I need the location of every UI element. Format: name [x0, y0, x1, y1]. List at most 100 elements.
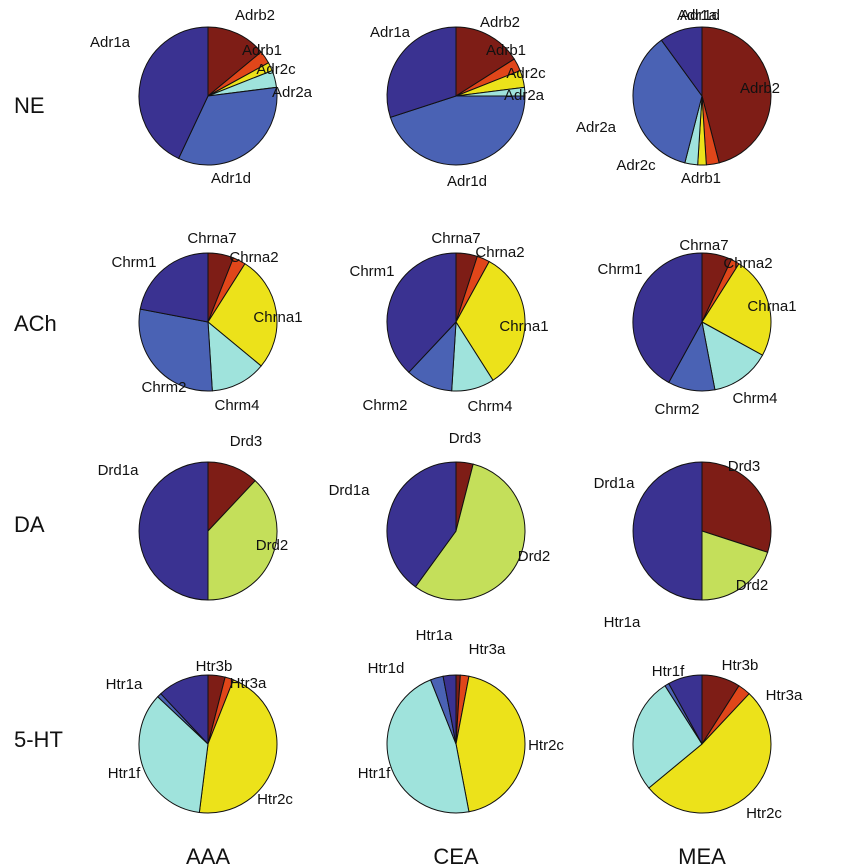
pie-slice-htr1f	[386, 679, 470, 814]
pie-slice-htr1a	[160, 674, 209, 746]
row-label-ach: ACh	[14, 311, 57, 336]
pie-ach-aaa: Chrna7 Chrna2 Chrna1 Chrm4 Chrm2 Chrm1	[111, 230, 302, 414]
slice-label-htr1f: Htr1f	[108, 765, 141, 782]
slice-label-chrm4: Chrm4	[214, 397, 259, 414]
slice-label-adrb2: Adrb2	[235, 7, 275, 24]
pie-slice-htr1a	[442, 674, 457, 745]
slice-label-adr1a: Adr1a	[90, 34, 131, 51]
pie-slice-chrm2	[138, 308, 213, 392]
pie-ne-aaa: Adrb2 Adrb1 Adr2c Adr2a Adr1d Adr1a	[90, 7, 313, 187]
slice-label-adr1d: Adr1d	[211, 170, 251, 187]
slice-label-htr1a: Htr1a	[604, 614, 641, 631]
pie-da-aaa: Drd3 Drd2 Drd1a	[98, 433, 289, 601]
pie-slice-htr1a	[668, 674, 703, 745]
pie-slice-adr1a	[386, 26, 457, 118]
pie-slice-adr1a	[660, 26, 703, 98]
pie-5-ht-cea: Htr1a Htr3a Htr2c Htr1f Htr1d	[358, 627, 564, 814]
pie-da-mea: Drd3 Drd2 Drd1a	[594, 458, 772, 601]
slice-label-chrna1: Chrna1	[747, 298, 796, 315]
slice-label-chrm2: Chrm2	[141, 379, 186, 396]
slice-label-adrb1: Adrb1	[681, 170, 721, 187]
slice-label-htr2c: Htr2c	[257, 791, 293, 808]
pie-ne-mea: Adr1a Adrb2 Adrb1 Adr2c Adr2a Adr1d	[576, 7, 780, 187]
slice-label-adrb1: Adrb1	[242, 42, 282, 59]
slice-label-chrm1: Chrm1	[597, 261, 642, 278]
slice-label-adrb2: Adrb2	[480, 14, 520, 31]
pie-slice-drd1a	[632, 461, 703, 601]
pie-slice-drd2	[207, 479, 278, 601]
pie-slice-chrm1	[386, 252, 457, 374]
pie-slice-htr1f	[138, 696, 209, 814]
pie-slice-htr1f	[632, 685, 703, 789]
slice-label-htr2c: Htr2c	[746, 805, 782, 822]
slice-label-chrna1: Chrna1	[253, 309, 302, 326]
pie-da-cea: Drd3 Drd2 Drd1a	[329, 430, 551, 601]
slice-label-htr3a: Htr3a	[469, 641, 506, 658]
slice-label-htr1f: Htr1f	[358, 765, 391, 782]
slice-label-drd3: Drd3	[728, 458, 761, 475]
pies: Adrb2Adrb1Adr2cAdr2aAdr1dAdr1aAdrb2Adrb1…	[90, 7, 803, 822]
slice-label-chrm4: Chrm4	[467, 398, 512, 415]
slice-label-chrna7: Chrna7	[431, 230, 480, 247]
slice-label-chrm2: Chrm2	[362, 397, 407, 414]
pie-slice-htr2c	[198, 679, 278, 814]
slice-label-drd3: Drd3	[449, 430, 482, 447]
row-label-da: DA	[14, 512, 45, 537]
slice-label-chrm1: Chrm1	[111, 254, 156, 271]
slice-label-chrna1: Chrna1	[499, 318, 548, 335]
row-labels: NE ACh DA 5-HT	[14, 93, 63, 752]
pie-slice-drd1a	[138, 461, 209, 601]
slice-label-htr3a: Htr3a	[766, 687, 803, 704]
pie-slice-htr2c	[648, 692, 772, 814]
slice-label-adr1d: Adr1d	[680, 7, 720, 24]
column-label-cea: CEA	[433, 844, 479, 868]
pie-slice-chrna1	[455, 260, 526, 381]
slice-label-drd2: Drd2	[518, 548, 551, 565]
slice-label-chrna2: Chrna2	[723, 255, 772, 272]
slice-label-adr1a: Adr1a	[370, 24, 411, 41]
pie-5-ht-mea: Htr3b Htr3a Htr2c Htr1f Htr1a	[604, 614, 803, 822]
pie-slice-drd3	[701, 461, 772, 553]
pie-slice-drd1a	[386, 461, 457, 588]
slice-label-drd2: Drd2	[736, 577, 769, 594]
slice-label-adrb2: Adrb2	[740, 80, 780, 97]
row-label-5ht: 5-HT	[14, 727, 63, 752]
slice-label-adr2c: Adr2c	[506, 65, 546, 82]
pie-slice-drd2	[701, 530, 769, 601]
slice-label-htr1d: Htr1d	[368, 660, 405, 677]
pie-slice-adrb2	[455, 26, 515, 97]
pie-slice-chrm4	[701, 321, 764, 391]
slice-label-adr2a: Adr2a	[272, 84, 313, 101]
slice-label-adr2a: Adr2a	[504, 87, 545, 104]
column-labels: AAA CEA MEA	[186, 844, 726, 868]
slice-label-htr3a: Htr3a	[230, 675, 267, 692]
pie-ne-cea: Adrb2 Adrb1 Adr2c Adr2a Adr1d Adr1a	[370, 14, 546, 190]
slice-label-adr1a: Adr1a	[677, 7, 718, 24]
slice-label-adr2c: Adr2c	[616, 157, 656, 174]
slice-label-drd3: Drd3	[230, 433, 263, 450]
row-label-ne: NE	[14, 93, 45, 118]
pie-slice-chrm1	[632, 252, 703, 384]
slice-label-chrna7: Chrna7	[187, 230, 236, 247]
pie-slice-adr1a	[138, 26, 209, 160]
pie-slice-htr2c	[455, 675, 526, 813]
slice-label-drd1a: Drd1a	[594, 475, 636, 492]
slice-label-htr2c: Htr2c	[528, 737, 564, 754]
slice-label-adrb1: Adrb1	[486, 42, 526, 59]
column-label-mea: MEA	[678, 844, 726, 868]
pie-slice-adr1d	[632, 39, 703, 164]
slice-label-drd1a: Drd1a	[329, 482, 371, 499]
slice-label-adr2c: Adr2c	[256, 61, 296, 78]
slice-label-htr3b: Htr3b	[196, 658, 233, 675]
slice-label-chrm1: Chrm1	[349, 263, 394, 280]
column-label-aaa: AAA	[186, 844, 230, 868]
slice-label-htr1a: Htr1a	[106, 676, 143, 693]
pie-slice-chrm1	[139, 252, 209, 323]
slice-label-chrna2: Chrna2	[229, 249, 278, 266]
slice-label-chrna2: Chrna2	[475, 244, 524, 261]
slice-label-drd1a: Drd1a	[98, 462, 140, 479]
pie-slice-chrm4	[207, 320, 262, 392]
slice-label-drd2: Drd2	[256, 537, 289, 554]
